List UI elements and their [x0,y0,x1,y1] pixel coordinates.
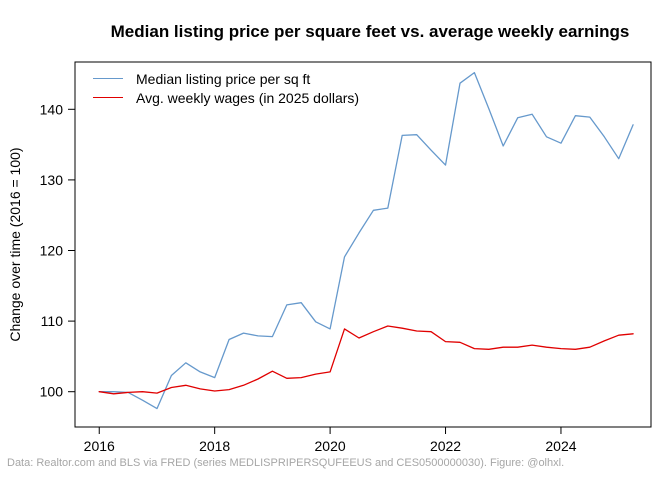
x-axis-tick-label: 2024 [545,438,576,454]
chart-title: Median listing price per square feet vs.… [110,22,630,41]
y-axis-title: Change over time (2016 = 100) [7,147,23,341]
x-axis-tick-label: 2022 [430,438,461,454]
series-line-avg-weekly-wages [98,325,634,395]
y-axis-tick-label: 130 [40,172,64,188]
legend: Median listing price per sq ft Avg. week… [93,69,359,107]
x-axis-tick-label: 2018 [199,438,230,454]
legend-label: Avg. weekly wages (in 2025 dollars) [136,89,360,106]
x-axis-tick-label: 2016 [84,438,115,454]
legend-line-swatch-blue [93,78,123,79]
series-line-median-listing-price [98,71,634,410]
y-axis-tick-label: 110 [41,313,64,329]
y-axis-tick-label: 120 [40,243,64,259]
legend-line-swatch-red [93,97,123,98]
y-axis-tick-label: 140 [40,101,64,117]
legend-item-avg-weekly-wages: Avg. weekly wages (in 2025 dollars) [93,88,359,107]
legend-label: Median listing price per sq ft [136,70,311,87]
x-axis-tick-label: 2020 [315,438,346,454]
legend-item-median-listing-price: Median listing price per sq ft [93,69,359,88]
y-axis-tick-label: 100 [40,384,64,400]
source-footnote: Data: Realtor.com and BLS via FRED (seri… [7,457,565,469]
plot-frame [74,61,652,428]
